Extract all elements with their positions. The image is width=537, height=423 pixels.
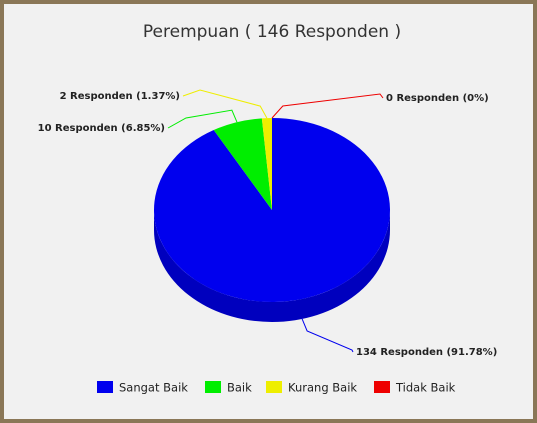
data-label: 2 Responden (1.37%)	[60, 91, 180, 102]
leader-line	[271, 93, 384, 119]
legend-label: Baik	[227, 381, 252, 395]
leader-line	[167, 109, 238, 129]
chart-title: Perempuan ( 146 Responden )	[143, 22, 401, 42]
legend: Sangat Baik Baik Kurang Baik Tidak Baik	[97, 381, 456, 395]
slice	[153, 118, 390, 303]
legend-label: Tidak Baik	[395, 381, 456, 395]
legend-swatch	[374, 381, 390, 393]
legend-label: Sangat Baik	[119, 381, 188, 395]
legend-swatch	[266, 381, 282, 393]
data-label: 0 Responden (0%)	[386, 93, 489, 104]
legend-swatch	[205, 381, 221, 393]
legend-label: Kurang Baik	[288, 381, 357, 395]
leader-line	[301, 318, 354, 353]
legend-swatch	[97, 381, 113, 393]
slice	[261, 118, 272, 210]
slice	[213, 118, 272, 210]
leader-line	[182, 89, 268, 119]
slice-side	[154, 210, 390, 322]
pie: 134 Responden (91.78%) 10 Responden (6.85…	[38, 89, 497, 358]
data-label: 10 Responden (6.85%)	[38, 123, 165, 134]
data-label: 134 Responden (91.78%)	[356, 347, 497, 358]
